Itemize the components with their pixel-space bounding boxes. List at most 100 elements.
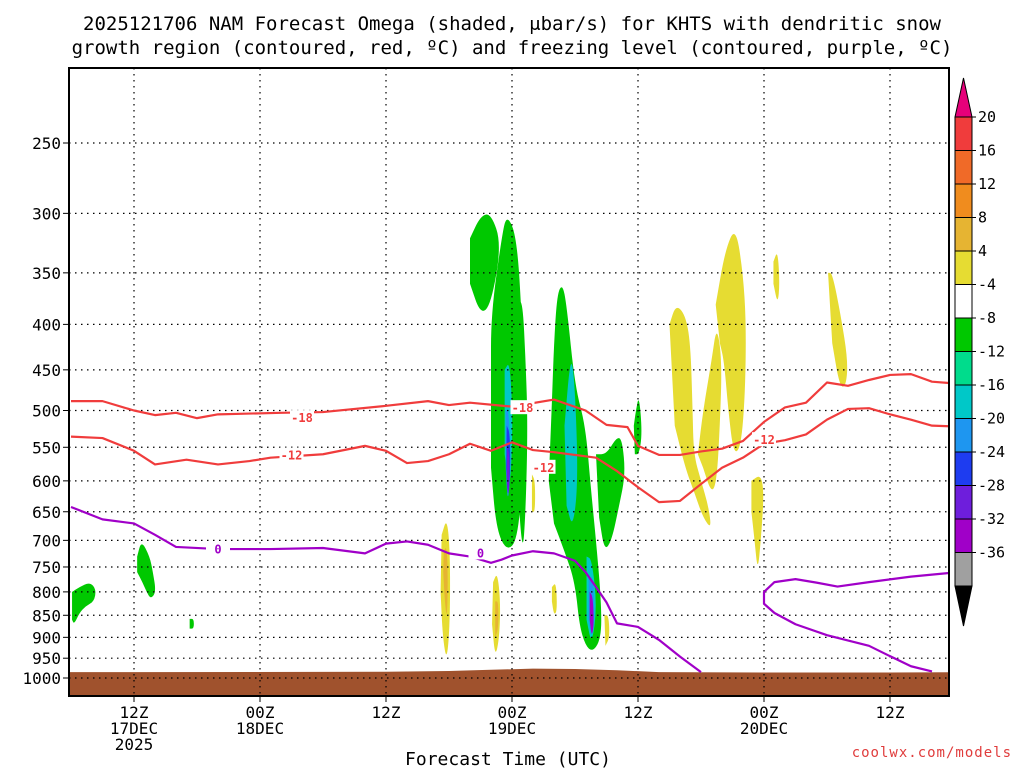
dgz-minus-12-label: -12 — [533, 461, 555, 475]
y-tick-label: 500 — [32, 402, 61, 421]
colorbar-segment — [954, 284, 973, 319]
omega-green-e — [596, 438, 625, 548]
omega-green-g — [137, 544, 156, 598]
colorbar-tick-label: -4 — [978, 276, 996, 294]
omega-orange-b — [495, 601, 499, 638]
omega-purple-a — [506, 447, 510, 494]
contour-label-background — [290, 410, 314, 425]
freezing-level-lower-line — [762, 571, 949, 673]
dgz-minus-18-line — [71, 373, 949, 457]
colorbar-segment — [954, 384, 973, 419]
contour-label-background — [468, 545, 493, 560]
colorbar-segment — [954, 485, 973, 520]
colorbar-tick-label: -8 — [978, 309, 996, 327]
y-tick-label: 250 — [32, 134, 61, 153]
colorbar-tick-label: -16 — [978, 376, 1005, 394]
omega-green-a — [470, 214, 499, 311]
omega-green-i — [189, 618, 194, 629]
colorbar-tick-label: -36 — [978, 544, 1005, 562]
x-tick-label: 00Z — [498, 703, 527, 722]
chart-title-line-1: 2025121706 NAM Forecast Omega (shaded, μ… — [83, 13, 941, 35]
colorbar-tick-label: -12 — [978, 343, 1005, 361]
colorbar-segment — [954, 250, 973, 285]
omega-yellow-h — [715, 233, 746, 452]
y-tick-label: 900 — [32, 628, 61, 647]
freezing-level-upper-line — [70, 505, 702, 674]
colorbar-segment — [954, 116, 973, 151]
y-tick-label: 350 — [32, 264, 61, 283]
x-tick-label: 12Z — [372, 703, 401, 722]
x-tick-label: 17DEC — [110, 719, 158, 738]
omega-purple-b — [589, 591, 594, 634]
x-tick-label: 00Z — [750, 703, 779, 722]
y-tick-label: 300 — [32, 204, 61, 223]
colorbar-segment — [954, 418, 973, 453]
plot-area: -18 -18 -12 -12 -12 0 0 — [68, 67, 950, 697]
x-tick-label: 20DEC — [740, 719, 788, 738]
x-axis-label: Forecast Time (UTC) — [405, 749, 611, 768]
colorbar-tick-label: -28 — [978, 477, 1005, 495]
chart-title-line-2: growth region (contoured, red, ºC) and f… — [72, 37, 953, 59]
colorbar-segment — [954, 552, 973, 587]
contour-label-background — [279, 447, 304, 462]
colorbar-tick-label: 16 — [978, 142, 996, 160]
credit-text: coolwx.com/models — [852, 745, 1012, 761]
omega-yellow-f — [669, 307, 711, 526]
colorbar-tick-label: 12 — [978, 175, 996, 193]
dgz-minus-12-line — [70, 407, 949, 504]
colorbar: 20 16 12 8 4 -4 -8 -12 -16 -20 -24 -28 -32 -36 — [954, 77, 1005, 627]
colorbar-segment — [954, 518, 973, 553]
colorbar-tick-label: 8 — [978, 209, 987, 227]
colorbar-tick-label: -20 — [978, 410, 1005, 428]
colorbar-tick-label: -24 — [978, 443, 1005, 461]
colorbar-tick-label: 20 — [978, 108, 996, 126]
y-tick-label: 550 — [32, 438, 61, 457]
colorbar-segment — [954, 451, 973, 486]
x-tick-label: 12Z — [876, 703, 905, 722]
y-axis: 250 300 350 400 450 500 550 600 650 700 750 800 850 9… — [22, 134, 69, 688]
terrain-layer — [69, 668, 949, 696]
colorbar-segment — [954, 183, 973, 218]
dgz-minus-18-label: -18 — [291, 411, 313, 425]
omega-yellow-j — [773, 254, 780, 300]
dgz-minus-12-label: -12 — [753, 433, 775, 447]
terrain-fill — [69, 668, 949, 696]
y-tick-label: 750 — [32, 558, 61, 577]
omega-green-c — [517, 301, 528, 543]
plot-frame — [68, 67, 950, 697]
contour-label-background — [752, 432, 776, 447]
x-tick-label: 18DEC — [236, 719, 284, 738]
y-tick-label: 850 — [32, 606, 61, 625]
y-tick-label: 700 — [32, 531, 61, 550]
y-tick-label: 650 — [32, 503, 61, 522]
y-tick-label: 800 — [32, 583, 61, 602]
omega-orange-a — [443, 548, 448, 614]
colorbar-segment — [954, 351, 973, 386]
colorbar-segment — [954, 217, 973, 252]
omega-yellow-i — [751, 476, 764, 565]
x-tick-label: 19DEC — [488, 719, 536, 738]
y-tick-label: 600 — [32, 472, 61, 491]
omega-yellow-c — [531, 474, 536, 512]
dgz-minus-18-label: -18 — [512, 401, 534, 415]
y-tick-label: 450 — [32, 361, 61, 380]
x-tick-label: 2025 — [115, 735, 154, 754]
y-tick-label: 400 — [32, 315, 61, 334]
contour-label-background — [206, 541, 230, 556]
colorbar-bottom-triangle — [954, 585, 973, 627]
colorbar-segment — [954, 317, 973, 352]
omega-yellow-e — [604, 615, 610, 646]
omega-yellow-k — [828, 272, 848, 387]
colorbar-segment — [954, 150, 973, 185]
y-tick-label: 950 — [32, 649, 61, 668]
omega-green-h — [72, 583, 96, 623]
x-tick-label: 00Z — [246, 703, 275, 722]
contour-label-background — [531, 459, 556, 474]
dgz-minus-12-label: -12 — [281, 449, 303, 463]
x-tick-label: 12Z — [624, 703, 653, 722]
colorbar-tick-label: -32 — [978, 510, 1005, 528]
contour-lines: -18 -18 -12 -12 -12 0 0 — [70, 373, 949, 674]
